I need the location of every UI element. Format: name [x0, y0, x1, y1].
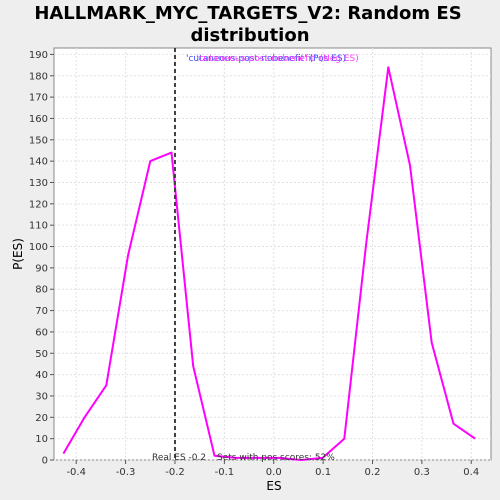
- y-tick-label: 10: [35, 434, 48, 445]
- y-tick-label: 90: [35, 263, 48, 274]
- y-tick-label: 110: [29, 221, 48, 232]
- y-tick-label: 20: [35, 413, 48, 424]
- chart-title-line-2: distribution: [190, 25, 309, 46]
- y-tick-label: 160: [29, 114, 48, 125]
- y-tick-label: 140: [29, 157, 48, 168]
- x-tick-label: 0.1: [315, 467, 331, 478]
- y-tick-label: 80: [35, 285, 48, 296]
- y-tick-label: 0: [42, 456, 48, 467]
- y-tick-label: 70: [35, 306, 48, 317]
- plot-area: [53, 47, 492, 461]
- x-tick-label: 0.4: [463, 467, 479, 478]
- legend-entry-neg-es: 'cutaneous-post-nobenefit' (Neg ES): [196, 54, 359, 64]
- y-tick-label: 190: [29, 50, 48, 61]
- x-axis-ticks: -0.4 -0.3 -0.2 -0.1 0.0 0.1 0.2 0.3 0.4: [66, 460, 479, 478]
- y-tick-label: 100: [29, 242, 48, 253]
- y-axis-label: P(ES): [11, 238, 25, 270]
- x-tick-label: -0.2: [165, 467, 185, 478]
- series-layer: [62, 66, 476, 461]
- y-tick-label: 150: [29, 135, 48, 146]
- y-tick-label: 170: [29, 93, 48, 104]
- real-es-annotation: Real ES -0.2: [152, 453, 206, 463]
- legend-entry-pos-es: 'cutaneous-post-nobenefit' (Pos ES): [186, 54, 346, 64]
- x-tick-label: -0.4: [66, 467, 86, 478]
- x-tick-label: 0.2: [365, 467, 381, 478]
- y-tick-label: 130: [29, 178, 48, 189]
- y-tick-label: 60: [35, 327, 48, 338]
- x-tick-label: 0.0: [266, 467, 282, 478]
- y-tick-label: 50: [35, 349, 48, 360]
- grid-lines: [54, 48, 491, 461]
- y-tick-label: 30: [35, 391, 48, 402]
- y-tick-label: 180: [29, 71, 48, 82]
- x-tick-label: -0.3: [116, 467, 136, 478]
- x-tick-label: -0.1: [215, 467, 235, 478]
- y-axis-ticks: 0 10 20 30 40 50 60 70 80 90 100 110 120 130 140 150 160…: [29, 50, 54, 467]
- pos-scores-annotation: Sets with pos scores: 52%: [217, 453, 335, 463]
- x-axis-label: ES: [266, 479, 281, 493]
- y-tick-label: 40: [35, 370, 48, 381]
- y-tick-label: 120: [29, 199, 48, 210]
- chart-title-line-1: HALLMARK_MYC_TARGETS_V2: Random ES: [34, 3, 461, 24]
- series-line-neg-es: [62, 66, 476, 461]
- x-tick-label: 0.3: [414, 467, 430, 478]
